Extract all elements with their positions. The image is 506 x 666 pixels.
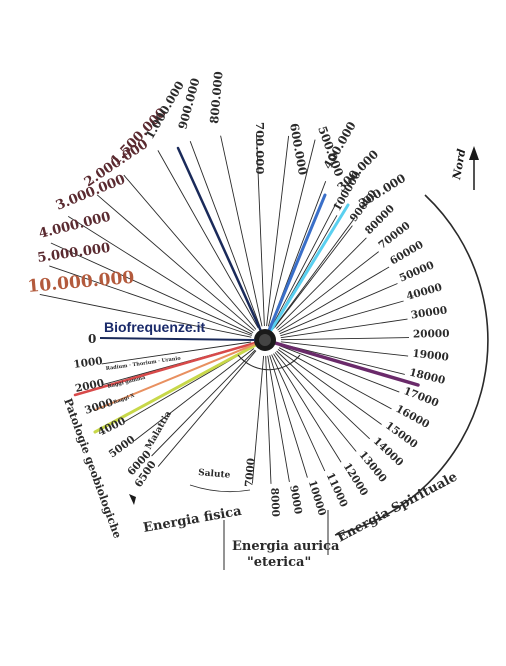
ray-upper-2 [50, 242, 253, 335]
ray-upper-7 [189, 141, 261, 328]
inner-arc [237, 354, 301, 371]
right-label-6: 40000 [405, 281, 443, 302]
section-auric: Energia aurica [232, 539, 340, 554]
ray-upper-11 [267, 139, 316, 327]
ray-upper-6 [157, 150, 259, 329]
ray-purple [263, 338, 420, 387]
left-note-2: Raggi gamma [107, 375, 147, 390]
svg-text:Nord: Nord [450, 148, 468, 182]
right-label-8: 20000 [413, 328, 450, 341]
health-arrow [189, 484, 251, 493]
ray-right-16 [273, 353, 342, 463]
disease-label: Malattia [144, 409, 174, 451]
right-label-7: 30000 [410, 304, 448, 321]
right-label-18: 10000 [306, 479, 328, 517]
ray-navy [176, 146, 267, 342]
upper-label-1: 5.000.000 [36, 241, 111, 266]
north-arrow-icon: Nord [450, 146, 479, 190]
highlight-rays [73, 146, 420, 434]
left-label-3: 4000 [96, 415, 128, 439]
ray-upper-13 [271, 202, 337, 328]
upper-label-0: 10.000.000 [27, 268, 135, 297]
left-label-1: 2000 [74, 377, 105, 395]
ray-right-1 [274, 225, 353, 328]
ray-left-5 [151, 349, 256, 457]
right-label-5: 50000 [398, 259, 436, 284]
ray-upper-8 [220, 135, 263, 327]
small-arrow-icon [129, 494, 136, 505]
ray-upper-1 [49, 265, 252, 336]
ray-right-5 [279, 283, 398, 335]
ray-right-19 [267, 355, 290, 482]
upper-label-10: 600.000 [287, 122, 310, 176]
ray-right-3 [277, 251, 379, 331]
ray-right-14 [276, 350, 371, 440]
health-label: Salute [198, 468, 231, 481]
ray-right-20 [265, 355, 272, 484]
ray-right-2 [275, 237, 367, 329]
zero-label: 0 [88, 332, 96, 346]
upper-label-9: 700.000 [253, 122, 267, 174]
left-label-2: 3000 [83, 396, 115, 416]
ray-left-6 [157, 350, 257, 467]
ray-right-4 [278, 266, 390, 333]
ray-right-21 [251, 355, 265, 484]
ray-upper-10 [266, 135, 290, 327]
section-physical: Energia fisica [142, 504, 243, 536]
ray-left-0 [101, 341, 252, 365]
ray-right-13 [277, 349, 382, 425]
left-note-3: Raggi X [113, 393, 136, 406]
ray-red [73, 338, 267, 397]
ray-right-6 [280, 300, 404, 337]
ray-right-7 [280, 318, 408, 339]
ray-right-9 [280, 341, 409, 357]
right-label-17: 11000 [324, 471, 350, 509]
ray-right-17 [271, 354, 326, 472]
ray-right-8 [280, 337, 410, 341]
right-label-20: 8000 [268, 488, 281, 518]
ray-upper-5 [123, 174, 257, 330]
left-label-0: 1000 [73, 355, 104, 371]
ray-orange [94, 339, 266, 411]
ray-yellow [93, 338, 267, 434]
ray-upper-3 [67, 216, 254, 333]
ray-upper-4 [96, 194, 255, 332]
ray-upper-14 [272, 217, 356, 329]
left-label-4: 5000 [107, 434, 138, 461]
ray-right-11 [279, 345, 400, 393]
dial-hub-ring [259, 334, 271, 346]
zero-line [99, 337, 256, 341]
ray-right-15 [274, 352, 357, 452]
right-label-9: 19000 [412, 348, 450, 364]
section-auric-sub: "eterica" [247, 555, 311, 570]
right-label-19: 9000 [287, 484, 304, 515]
upper-label-8: 800.000 [207, 71, 226, 124]
ray-left-4 [133, 348, 255, 442]
brand-label: Biofrequenze.it [104, 319, 205, 335]
ray-upper-9 [256, 133, 265, 327]
outer-arc [334, 194, 489, 536]
ray-blue [263, 193, 327, 342]
ray-right-18 [269, 355, 308, 478]
ray-cyan [263, 203, 350, 342]
ray-upper-0 [39, 293, 252, 338]
right-label-11: 17000 [402, 385, 440, 409]
right-label-21: 7000 [243, 457, 258, 487]
